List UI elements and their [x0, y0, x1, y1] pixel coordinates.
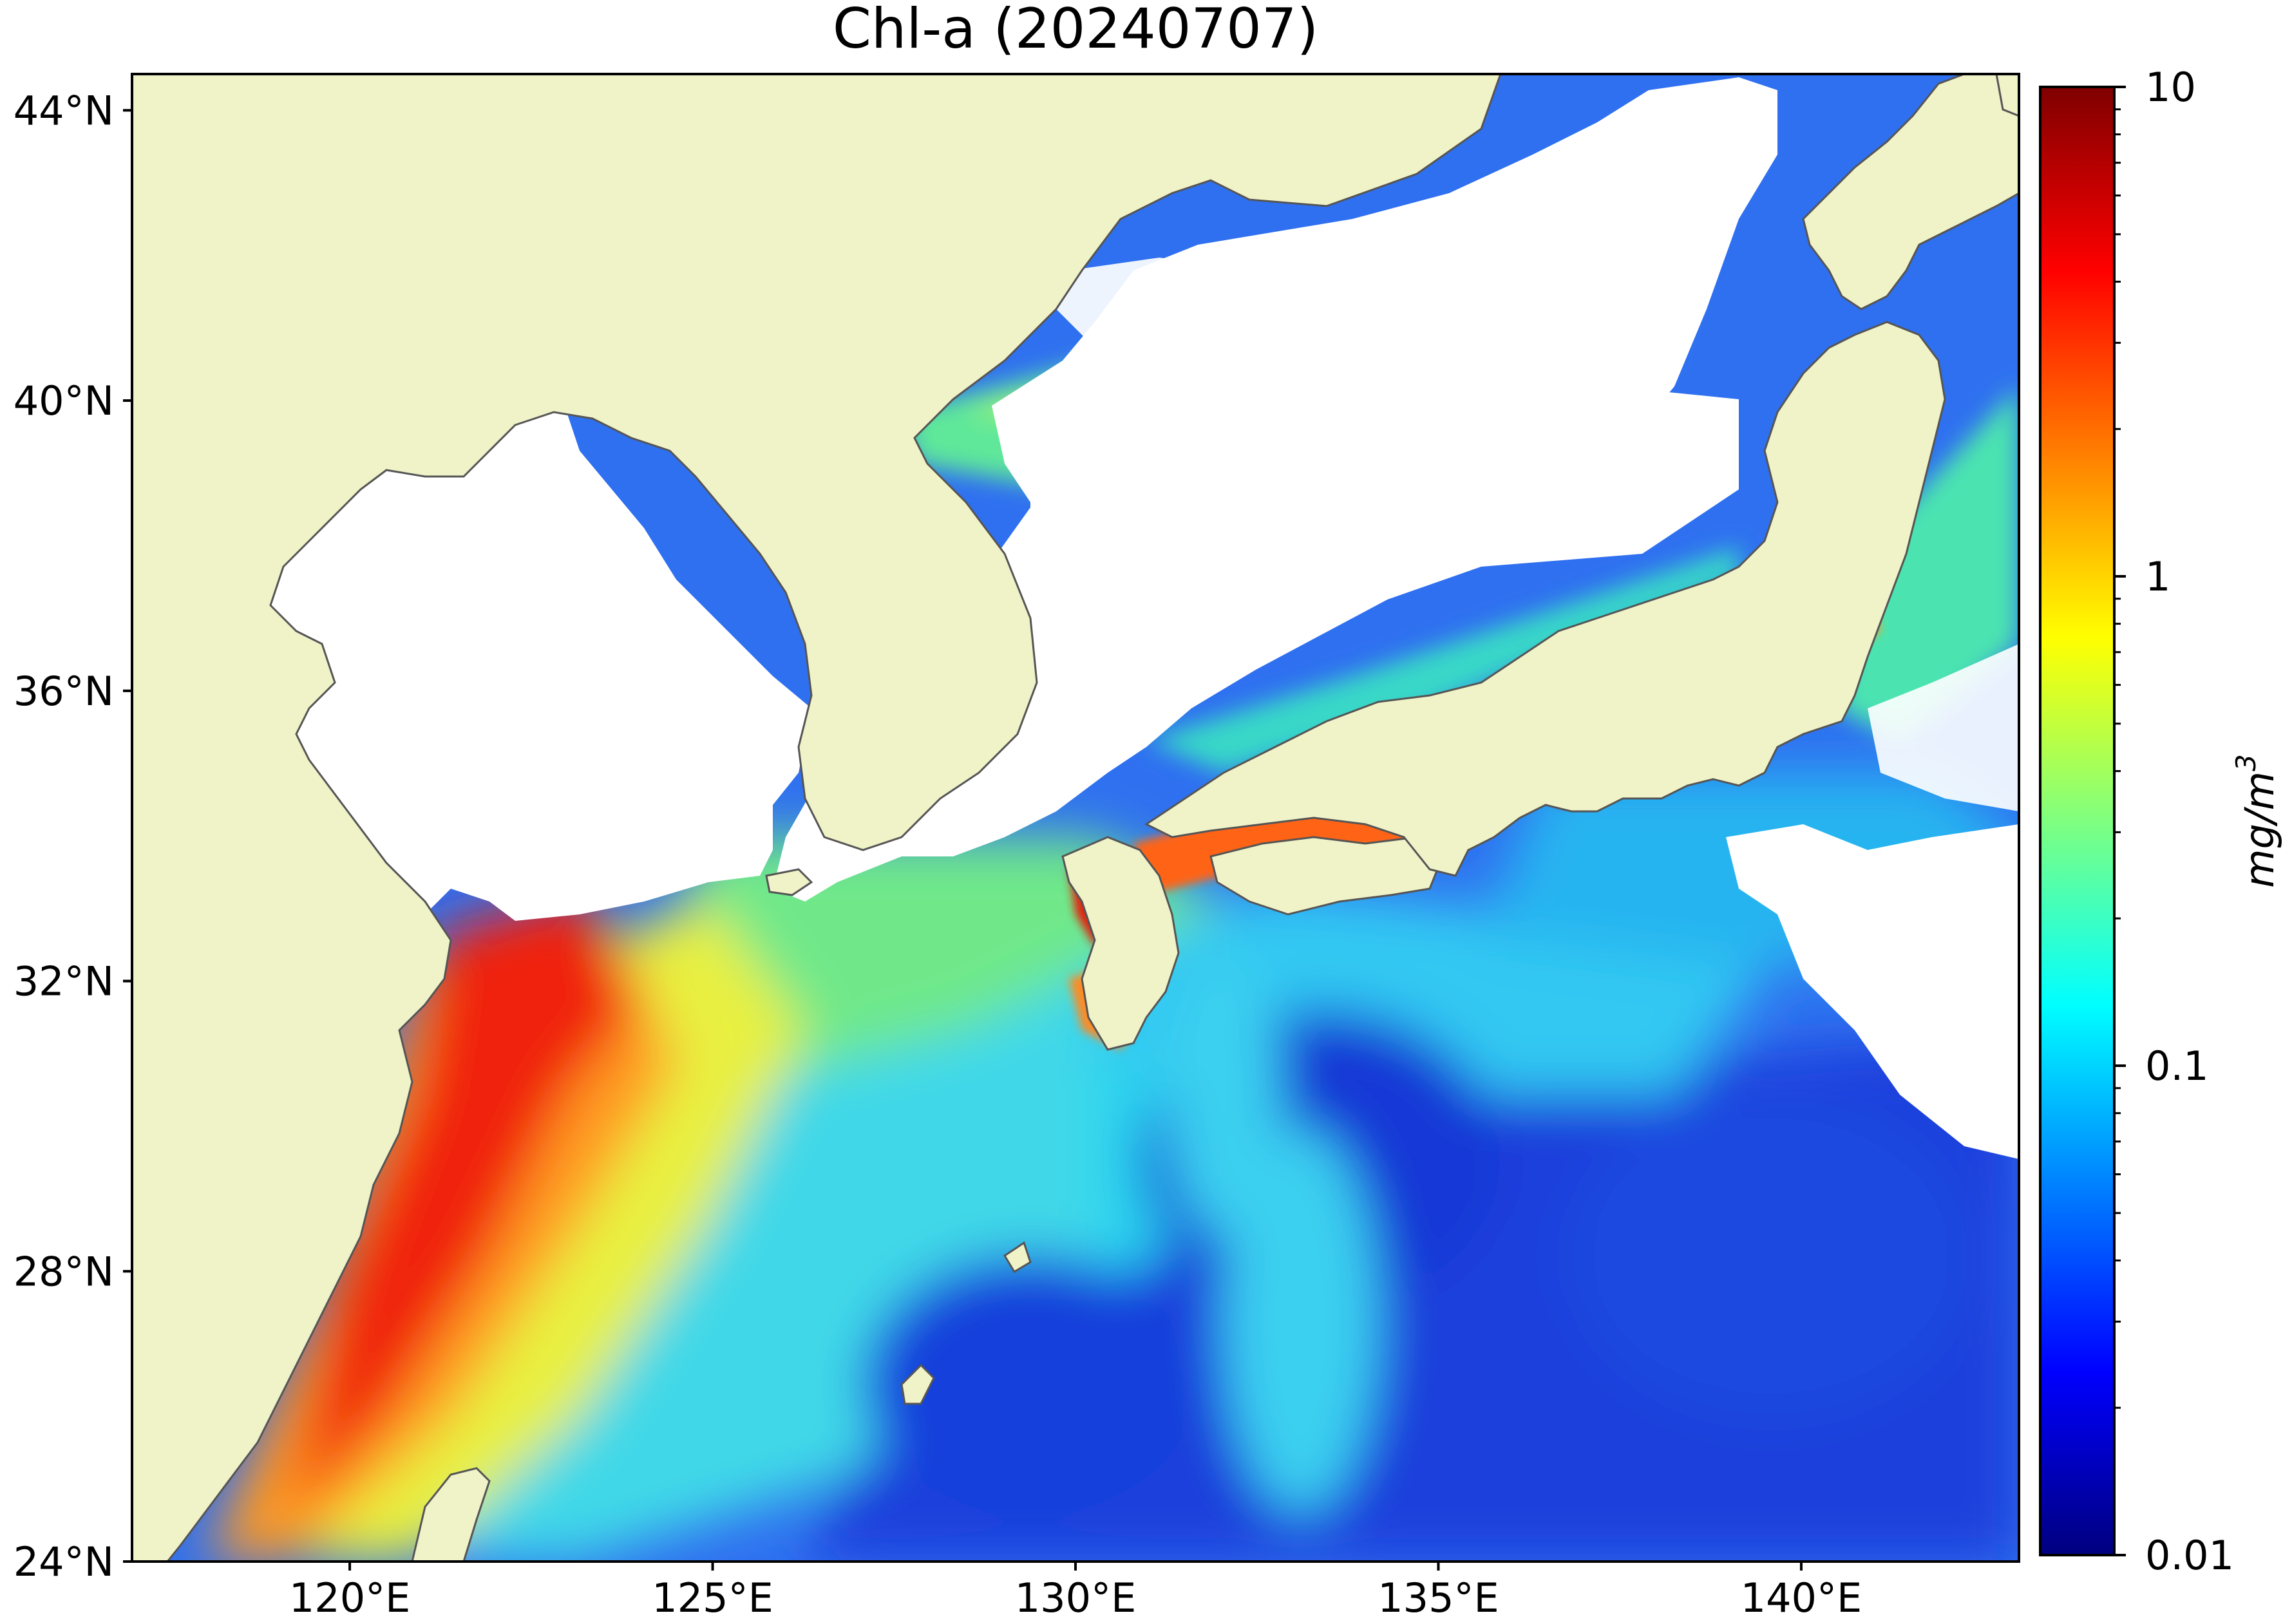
cloud-mid-japan-sea [1056, 116, 1700, 361]
lat-tick-label: 36°N [14, 668, 114, 715]
blue-eddy-3 [1565, 1088, 1977, 1423]
lon-tick-label: 120°E [289, 1574, 411, 1621]
page-title: Chl-a (20240707) [832, 0, 1319, 61]
land-kyushu [1061, 836, 1180, 1051]
colorbar-unit-text: mg/m [2236, 771, 2283, 888]
lat-tick-label: 32°N [14, 958, 114, 1005]
land-asia-mainland [132, 74, 1502, 1562]
cyan-filament [1224, 1127, 1378, 1513]
colorbar-axis: 10 1 0.1 0.01 [2114, 64, 2234, 1579]
land-amami [1003, 1241, 1032, 1274]
land-masses [132, 74, 2019, 1562]
land-okinawa [900, 1363, 935, 1405]
colorbar [2039, 86, 2116, 1556]
land-honshu [1144, 321, 1946, 877]
map-axes: 120°E 125°E 130°E 135°E 140°E 44°N 40°N 36°N 32°… [14, 87, 1862, 1621]
colorbar-tick-label: 0.01 [2145, 1532, 2234, 1579]
colorbar-unit-exponent: 3 [2230, 754, 2262, 771]
japan-sea-south-band [1146, 547, 1739, 773]
pacific-east-band [1835, 386, 2019, 741]
map-area [132, 74, 2019, 1562]
land-jeju [765, 868, 813, 896]
lat-tick-label: 44°N [14, 87, 114, 134]
land-hokkaido [1802, 74, 2019, 310]
lon-tick-label: 135°E [1378, 1574, 1499, 1621]
colorbar-tick-label: 1 [2145, 553, 2170, 600]
blue-eddy-2 [863, 1256, 1198, 1513]
lat-tick-label: 28°N [14, 1248, 114, 1295]
lon-tick-label: 140°E [1741, 1574, 1862, 1621]
lat-tick-label: 24°N [14, 1538, 114, 1585]
lat-tick-label: 40°N [14, 377, 114, 424]
land-taiwan [411, 1467, 491, 1562]
land-sakhalin [1995, 74, 2019, 117]
cloud-pacific-east [1726, 824, 2019, 1159]
cyan-filament-2 [1166, 953, 1282, 1236]
cloud-japan-sea-inner [979, 386, 1739, 683]
red-estuary-region [290, 889, 644, 1513]
lon-tick-label: 130°E [1015, 1574, 1137, 1621]
cloud-pacific-northeast [1868, 644, 2019, 811]
lon-tick-label: 125°E [652, 1574, 773, 1621]
land-shikoku [1209, 836, 1444, 916]
colorbar-tick-label: 0.1 [2145, 1043, 2209, 1090]
chlorophyll-field [206, 773, 2019, 1562]
colorbar-tick-label: 10 [2145, 64, 2196, 111]
colorbar-unit-label: mg/m3 [2230, 754, 2283, 888]
land-shandong-liaodong-blank [132, 451, 174, 502]
